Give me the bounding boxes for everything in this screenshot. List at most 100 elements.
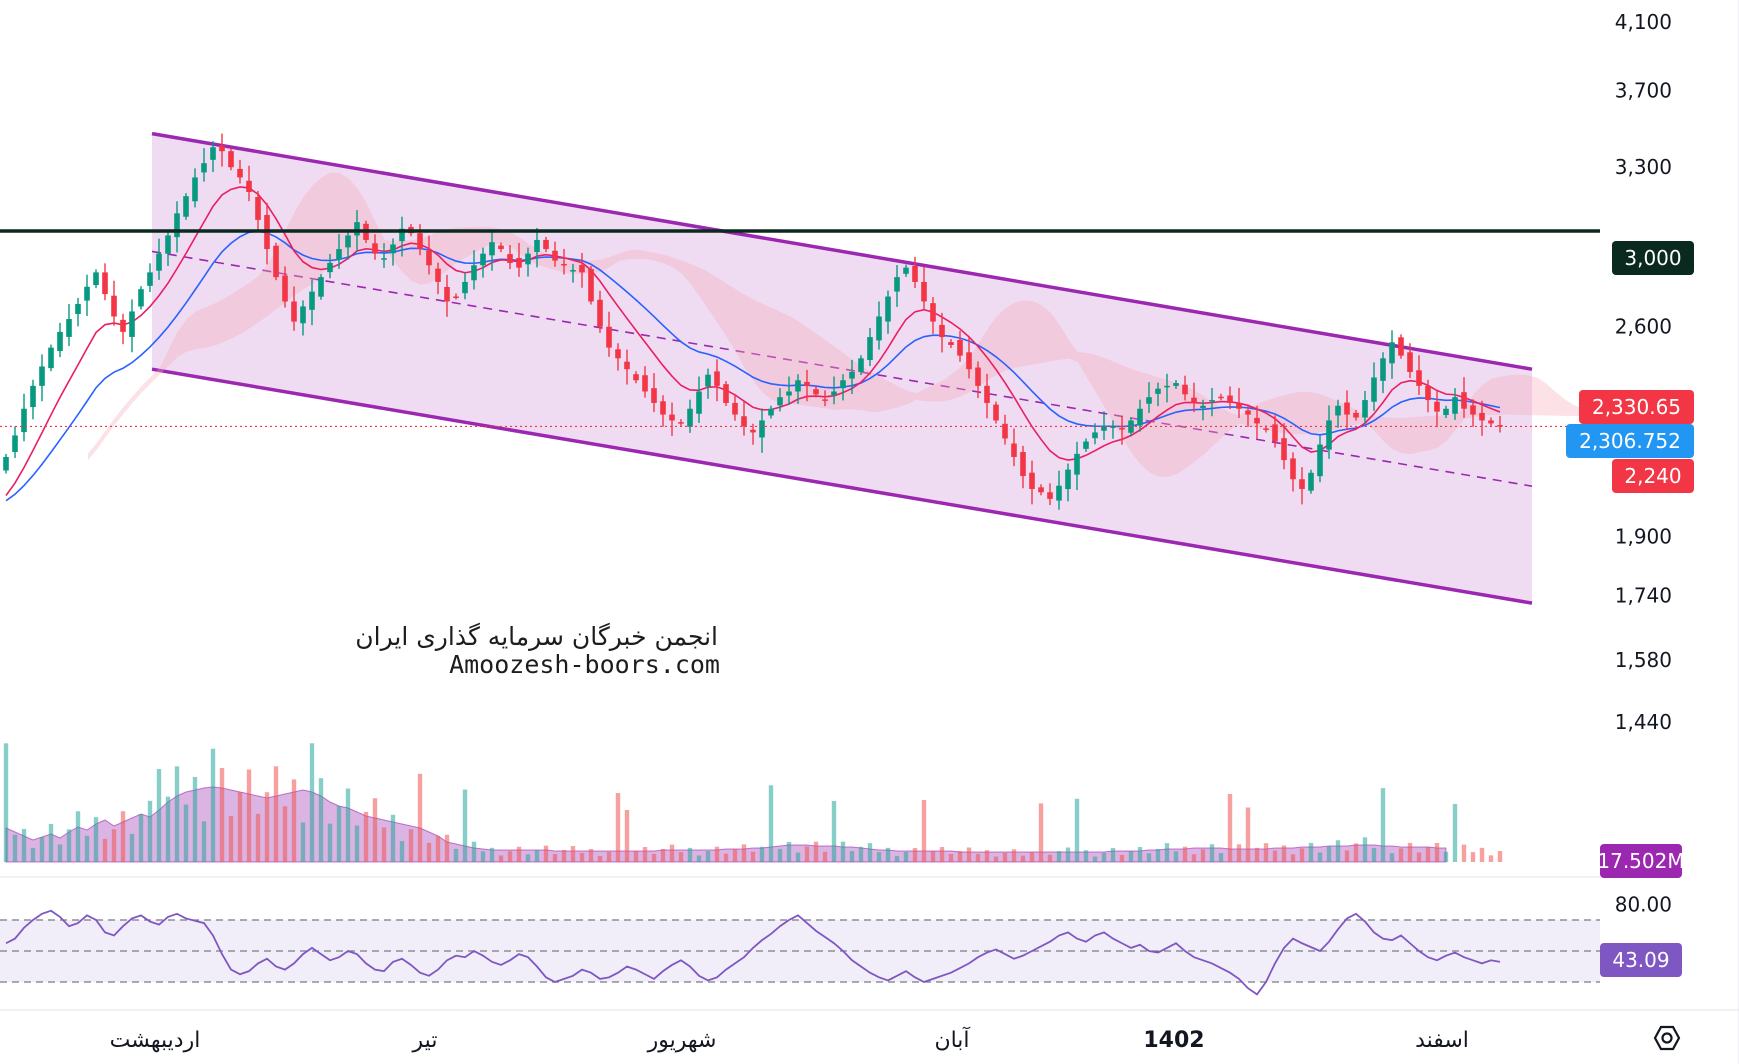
time-axis[interactable]: اردیبهشت تیر شهریور آبان 1402 اسفند: [110, 1026, 1469, 1053]
candle-body: [1317, 444, 1323, 477]
volume-bar: [525, 854, 531, 862]
ichimoku-cloud: [87, 172, 1582, 477]
candle-body: [480, 253, 486, 266]
volume-bar: [336, 806, 342, 862]
price-tick-label: 2,600: [1615, 315, 1672, 339]
candle-body: [696, 391, 702, 414]
candle-body: [705, 374, 711, 387]
candle-body: [1164, 385, 1170, 388]
candle-body: [129, 311, 135, 337]
candle-body: [588, 269, 594, 302]
volume-bar: [858, 846, 864, 862]
candle-body: [1470, 405, 1476, 415]
candle-body: [1407, 352, 1413, 372]
watermark-persian: انجمن خبرگان سرمایه گذاری ایران: [355, 622, 718, 651]
volume-bar: [849, 851, 855, 862]
candle-body: [39, 366, 45, 386]
volume-bar: [399, 841, 405, 862]
candle-body: [975, 367, 981, 386]
candle-body: [912, 265, 918, 282]
candle-body: [1362, 400, 1368, 418]
volume-bar: [1074, 798, 1080, 862]
volume-bar: [903, 851, 909, 862]
candle-body: [1137, 408, 1143, 426]
candle-body: [156, 253, 162, 271]
price-tick-label: 1,580: [1615, 648, 1672, 672]
volume-bar: [318, 778, 324, 862]
volume-bar: [1137, 847, 1143, 862]
candle-body: [1209, 400, 1215, 402]
candle-body: [615, 349, 621, 359]
volume-bar: [291, 779, 297, 862]
price-tick-label: 1,900: [1615, 525, 1672, 549]
candle-body: [3, 456, 9, 471]
candle-body: [291, 301, 297, 322]
volume-bar: [660, 848, 666, 862]
volume-bar: [309, 743, 315, 862]
volume-bar: [993, 856, 999, 862]
volume-bar: [1434, 842, 1440, 862]
volume-bar: [1164, 843, 1170, 862]
price-tag-box: [1566, 424, 1694, 458]
candle-body: [1020, 451, 1026, 476]
candle-body: [1335, 405, 1341, 416]
volume-bar: [1083, 850, 1089, 862]
volume-bar: [1236, 844, 1242, 862]
candle-body: [66, 319, 72, 337]
channel-upper-line: [151, 131, 1533, 371]
candle-body: [417, 233, 423, 250]
candle-body: [1245, 410, 1251, 415]
candle-body: [1254, 417, 1260, 424]
volume-bar: [1110, 848, 1116, 862]
volume-bar: [66, 829, 72, 862]
volume-bar: [696, 855, 702, 862]
candle-body: [1182, 384, 1188, 395]
candle-body: [228, 151, 234, 168]
volume-bar: [777, 848, 783, 862]
volume-bar: [948, 853, 954, 862]
candle-body: [12, 435, 18, 452]
volume-bar: [264, 792, 270, 862]
candle-body: [1389, 342, 1395, 364]
candle-body: [1290, 458, 1296, 480]
volume-bar: [1173, 851, 1179, 862]
candle-body: [1065, 469, 1071, 490]
volume-bar: [1488, 855, 1494, 862]
candle-body: [1227, 395, 1233, 403]
volume-bar: [417, 773, 423, 862]
price-tick-label: 4,100: [1615, 10, 1672, 34]
candle-body: [534, 239, 540, 252]
volume-bar: [1038, 803, 1044, 862]
candle-body: [651, 388, 657, 403]
candle-body: [237, 168, 243, 178]
volume-bar: [624, 809, 630, 862]
candle-body: [30, 385, 36, 408]
candle-body: [471, 265, 477, 281]
volume-bar: [561, 850, 567, 862]
time-label: آبان: [934, 1026, 970, 1053]
volume-bar: [768, 785, 774, 862]
volume-bar: [867, 843, 873, 862]
candle-body: [444, 286, 450, 302]
candle-body: [48, 347, 54, 369]
volume-bar: [345, 788, 351, 862]
candle-body: [525, 253, 531, 265]
candle-body: [84, 286, 90, 301]
volume-bar: [1227, 794, 1233, 862]
volume-bar: [165, 796, 171, 862]
volume-bar: [831, 801, 837, 862]
candle-body: [858, 358, 864, 372]
candle-body: [561, 263, 567, 266]
volume-bar: [156, 769, 162, 862]
candle-body: [795, 380, 801, 392]
price-tag-label: 3,000: [1624, 246, 1681, 270]
price-tag-label: 2,330.65: [1592, 395, 1681, 419]
volume-bar: [129, 833, 135, 862]
volume-bar: [1020, 855, 1026, 862]
volume-bar: [516, 846, 522, 862]
candle-body: [489, 242, 495, 256]
settings-hexagon-icon[interactable]: [1653, 1025, 1681, 1051]
candle-body: [102, 272, 108, 295]
candle-body: [786, 391, 792, 396]
